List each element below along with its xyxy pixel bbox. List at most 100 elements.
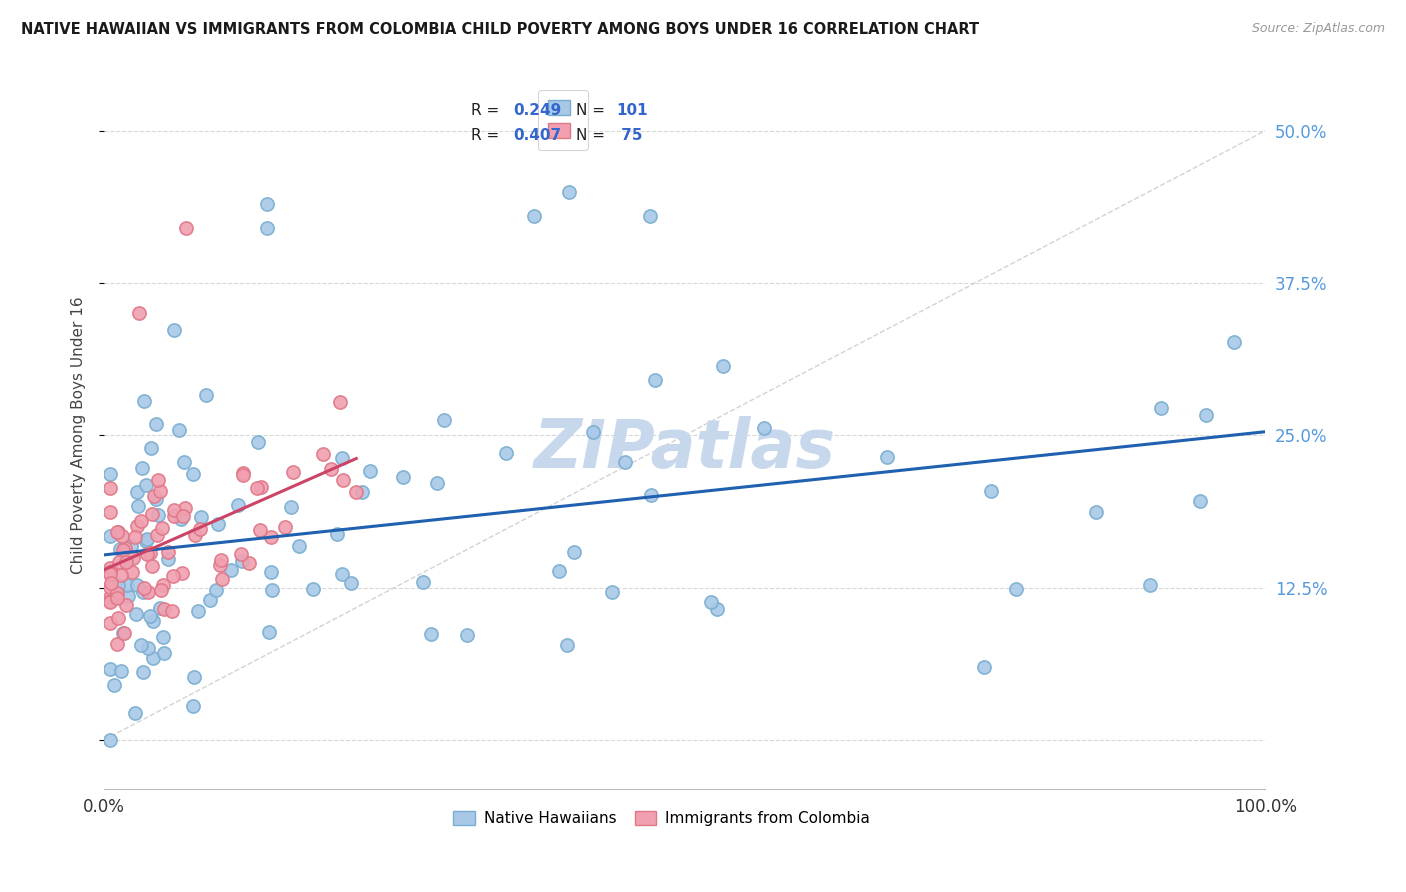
Point	[98, 467, 121, 481]
Point	[332, 473, 354, 487]
Point	[98, 615, 121, 630]
Point	[152, 646, 174, 660]
Point	[125, 484, 148, 499]
Point	[146, 528, 169, 542]
Point	[256, 196, 278, 211]
Point	[135, 478, 157, 492]
Point	[152, 630, 174, 644]
Point	[160, 604, 183, 618]
Point	[136, 547, 159, 561]
Point	[172, 566, 194, 580]
Point	[105, 637, 128, 651]
Point	[311, 447, 333, 461]
Point	[1005, 582, 1028, 596]
Point	[250, 480, 273, 494]
Point	[142, 614, 165, 628]
Point	[181, 467, 204, 482]
Point	[104, 590, 127, 604]
Point	[326, 527, 349, 541]
Point	[134, 581, 156, 595]
Text: N =: N =	[576, 103, 610, 118]
Point	[141, 558, 163, 573]
Point	[111, 529, 134, 543]
Point	[98, 580, 121, 594]
Point	[112, 626, 135, 640]
Y-axis label: Child Poverty Among Boys Under 16: Child Poverty Among Boys Under 16	[72, 296, 86, 574]
Point	[259, 625, 281, 640]
Point	[456, 628, 478, 642]
Point	[103, 678, 125, 692]
Point	[302, 582, 325, 597]
Point	[98, 561, 121, 575]
Point	[163, 323, 186, 337]
Point	[131, 461, 153, 475]
Point	[600, 584, 623, 599]
Point	[392, 470, 415, 484]
Point	[187, 604, 209, 618]
Point	[98, 529, 121, 543]
Point	[162, 569, 184, 583]
Point	[247, 434, 270, 449]
Point	[149, 601, 172, 615]
Point	[231, 547, 253, 561]
Point	[110, 541, 132, 556]
Point	[260, 566, 283, 580]
Point	[125, 607, 148, 621]
Text: ZIPatlas: ZIPatlas	[534, 417, 835, 483]
Point	[127, 518, 149, 533]
Text: NATIVE HAWAIIAN VS IMMIGRANTS FROM COLOMBIA CHILD POVERTY AMONG BOYS UNDER 16 CO: NATIVE HAWAIIAN VS IMMIGRANTS FROM COLOM…	[21, 22, 979, 37]
Point	[174, 221, 197, 235]
Point	[125, 578, 148, 592]
Point	[181, 699, 204, 714]
Point	[973, 660, 995, 674]
Point	[163, 503, 186, 517]
Point	[98, 481, 121, 495]
Point	[174, 501, 197, 516]
Point	[638, 209, 661, 223]
Point	[547, 564, 569, 578]
Point	[232, 466, 254, 480]
Point	[249, 523, 271, 537]
Point	[1139, 578, 1161, 592]
Point	[359, 464, 381, 478]
Point	[1189, 494, 1212, 508]
Point	[136, 640, 159, 655]
Point	[330, 567, 353, 582]
Point	[129, 514, 152, 528]
Point	[111, 542, 134, 557]
Point	[107, 577, 129, 591]
Point	[613, 455, 636, 469]
Point	[120, 539, 142, 553]
Point	[209, 558, 232, 573]
Point	[115, 554, 138, 568]
Point	[146, 473, 169, 487]
Point	[121, 551, 143, 566]
Point	[117, 589, 139, 603]
Point	[980, 483, 1002, 498]
Point	[152, 601, 174, 615]
Point	[876, 450, 898, 464]
Point	[146, 508, 169, 522]
Point	[209, 553, 232, 567]
Point	[246, 481, 269, 495]
Point	[105, 591, 128, 606]
Point	[1195, 409, 1218, 423]
Text: 101: 101	[616, 103, 647, 118]
Point	[231, 554, 253, 568]
Point	[107, 610, 129, 624]
Point	[132, 585, 155, 599]
Point	[228, 498, 250, 512]
Point	[173, 455, 195, 469]
Text: R =: R =	[471, 128, 505, 143]
Point	[98, 732, 121, 747]
Point	[107, 525, 129, 540]
Point	[110, 664, 132, 678]
Point	[107, 524, 129, 539]
Point	[124, 706, 146, 720]
Point	[98, 595, 121, 609]
Point	[260, 530, 283, 544]
Point	[128, 306, 150, 320]
Point	[138, 609, 160, 624]
Point	[412, 575, 434, 590]
Point	[141, 441, 163, 455]
